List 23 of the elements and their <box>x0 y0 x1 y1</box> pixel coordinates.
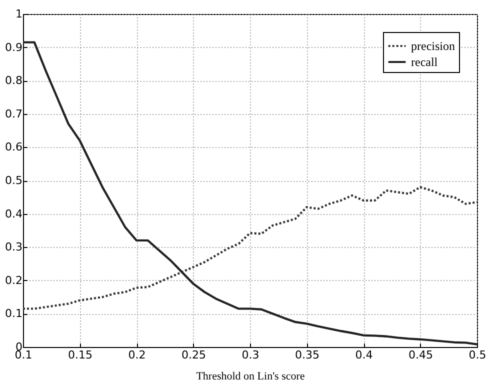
y-tick-label: 0.2 <box>5 274 22 287</box>
x-tick-label: 0.3 <box>242 348 260 362</box>
y-tick-label: 0.5 <box>5 174 22 187</box>
y-tick-label: 0.8 <box>5 74 22 88</box>
legend-label: recall <box>411 55 438 69</box>
x-tick-label: 0.25 <box>182 348 206 362</box>
y-tick-label: 0.3 <box>5 240 22 254</box>
y-tick-label: 0.6 <box>5 140 22 154</box>
y-tick-label: 0.1 <box>5 307 22 320</box>
x-tick-label: 0.45 <box>408 348 433 362</box>
x-tick-label: 0.4 <box>355 348 373 362</box>
x-tick-label: 0.2 <box>128 348 146 362</box>
y-tick-label: 0.7 <box>5 107 22 120</box>
y-tick-label: 0.4 <box>5 207 22 220</box>
x-tick-label: 0.35 <box>295 348 320 362</box>
x-tick-label: 0.5 <box>468 348 486 362</box>
line-series <box>22 41 478 346</box>
y-tick-label: 1 <box>16 8 22 20</box>
x-axis-title: Threshold on Lin's score <box>196 370 305 382</box>
legend-label: precision <box>411 39 455 53</box>
y-tick-label: 0.9 <box>5 40 22 54</box>
x-tick-label: 0.15 <box>68 348 92 362</box>
line-series <box>22 186 478 310</box>
